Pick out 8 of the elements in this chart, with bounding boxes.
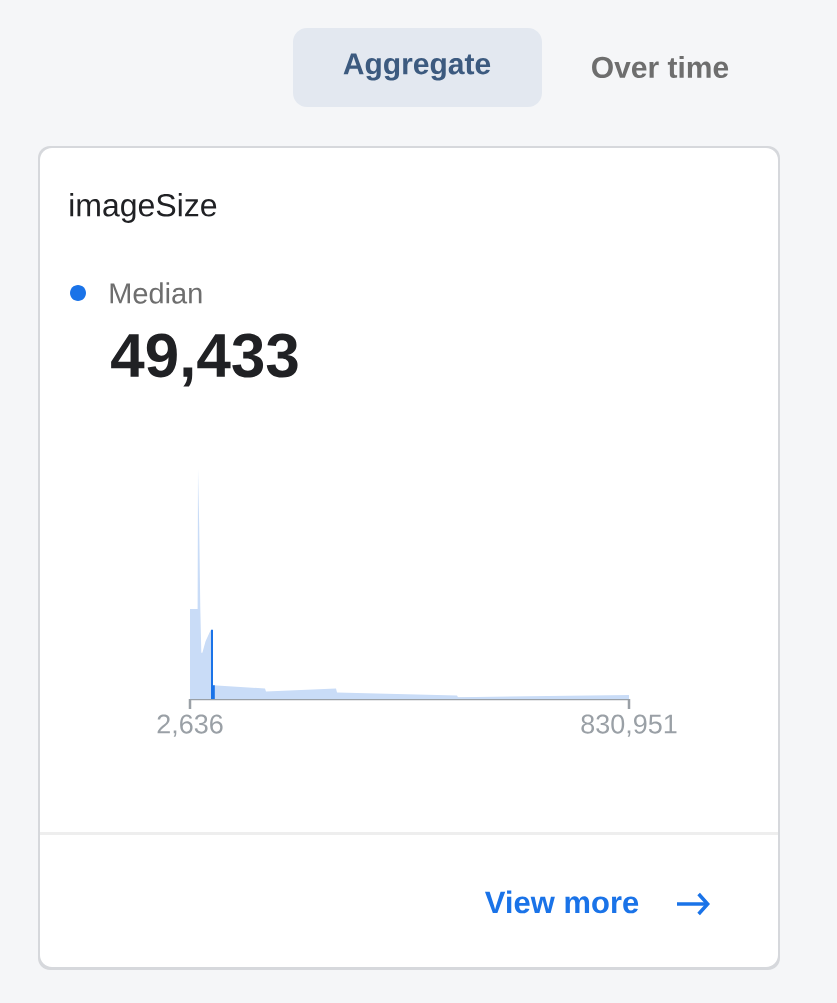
text: View more <box>484 890 639 914</box>
x-tick-label: 830,951 <box>581 714 677 737</box>
text: Aggregate <box>343 53 491 81</box>
chart-title: imageSize <box>70 193 217 223</box>
text: Over time <box>592 55 729 79</box>
x-tick-label: 2,636 <box>157 714 223 737</box>
text: 49,433 <box>111 333 298 387</box>
legend-label: Median <box>110 282 202 304</box>
